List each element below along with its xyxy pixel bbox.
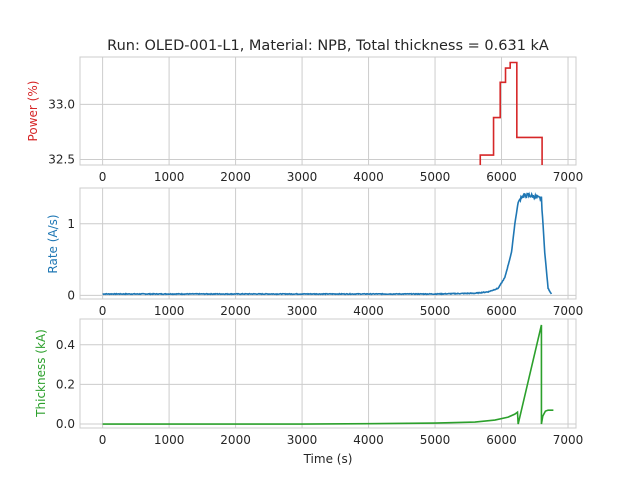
power-series-line	[479, 61, 543, 165]
rate-ytick-1: 1	[67, 217, 75, 231]
panel-thickness: 0.00.20.4 0 1000 2000 3000 4000 5000 6000 7000 …	[34, 318, 584, 447]
panel-rate-gridlines	[80, 188, 576, 299]
thickness-ytick-1: 0.2	[56, 377, 75, 391]
panel-power-gridlines	[80, 57, 576, 165]
rate-xtick-2000: 2000	[220, 304, 251, 318]
panel-power-x-ticks: 0 1000 2000 3000 4000 5000 6000 7000	[99, 170, 584, 184]
rate-series-line	[102, 191, 553, 296]
thickness-ytick-2: 0.4	[56, 338, 75, 352]
panel-power-ylabel: Power (%)	[26, 81, 40, 142]
thickness-xtick-5000: 5000	[420, 433, 451, 447]
rate-xtick-6000: 6000	[486, 304, 517, 318]
power-xtick-2000: 2000	[220, 170, 251, 184]
power-ytick-1: 33.0	[48, 97, 75, 111]
thickness-series-line	[102, 324, 554, 425]
thickness-xtick-2000: 2000	[220, 433, 251, 447]
rate-xtick-7000: 7000	[553, 304, 584, 318]
chart-title: Run: OLED-001-L1, Material: NPB, Total t…	[107, 38, 549, 54]
panel-power: 32.5 33.0 0 1000 2000 3000 4000 5000 6000 7000 P…	[26, 56, 584, 184]
power-xtick-5000: 5000	[420, 170, 451, 184]
panel-thickness-ylabel: Thickness (kA)	[34, 329, 48, 418]
panel-thickness-frame	[79, 318, 577, 429]
panel-rate-series	[102, 191, 553, 296]
power-xtick-3000: 3000	[287, 170, 318, 184]
power-xtick-4000: 4000	[353, 170, 384, 184]
power-xtick-1000: 1000	[154, 170, 185, 184]
panel-thickness-series	[102, 324, 554, 425]
panel-rate-ylabel: Rate (A/s)	[46, 214, 60, 273]
thickness-xtick-7000: 7000	[553, 433, 584, 447]
power-xtick-7000: 7000	[553, 170, 584, 184]
power-xtick-6000: 6000	[486, 170, 517, 184]
panel-thickness-x-ticks: 0 1000 2000 3000 4000 5000 6000 7000	[99, 433, 584, 447]
thickness-xtick-6000: 6000	[486, 433, 517, 447]
panel-thickness-y-ticks: 0.0 0.2 0.4	[56, 338, 75, 431]
x-axis-label: Time (s)	[303, 452, 353, 466]
rate-xtick-3000: 3000	[287, 304, 318, 318]
thickness-xtick-3000: 3000	[287, 433, 318, 447]
rate-xtick-5000: 5000	[420, 304, 451, 318]
panel-power-series	[479, 61, 543, 165]
panel-rate-x-ticks: 0 1000 2000 3000 4000 5000 6000 7000	[99, 304, 584, 318]
thickness-xtick-4000: 4000	[353, 433, 384, 447]
rate-xtick-0: 0	[99, 304, 107, 318]
rate-xtick-4000: 4000	[353, 304, 384, 318]
panel-rate: 01 0 1000 2000 3000 4000 5000 6000 7000 Rate (A…	[46, 187, 584, 318]
panel-rate-y-ticks: 01	[67, 217, 75, 303]
thickness-xtick-0: 0	[99, 433, 107, 447]
thickness-xtick-1000: 1000	[154, 433, 185, 447]
panel-rate-frame	[79, 187, 577, 300]
rate-xtick-1000: 1000	[154, 304, 185, 318]
power-ytick-0: 32.5	[48, 152, 75, 166]
rate-ytick-0: 0	[67, 288, 75, 302]
power-xtick-0: 0	[99, 170, 107, 184]
panel-power-y-ticks: 32.5 33.0	[48, 97, 75, 166]
thickness-ytick-0: 0.0	[56, 417, 75, 431]
